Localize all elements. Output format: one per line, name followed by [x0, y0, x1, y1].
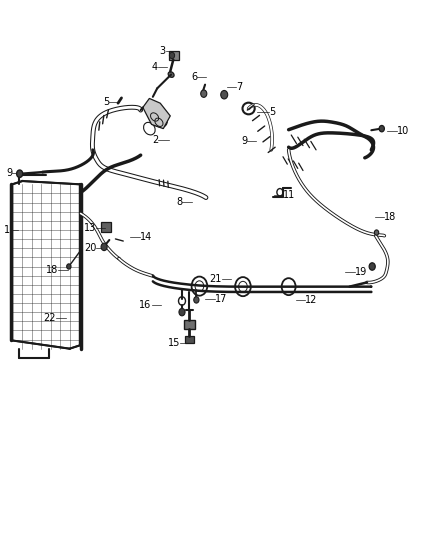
- Text: 11: 11: [283, 190, 296, 200]
- Circle shape: [17, 170, 23, 177]
- Circle shape: [369, 263, 375, 270]
- Polygon shape: [143, 99, 170, 128]
- Text: 10: 10: [396, 126, 409, 136]
- Bar: [170, 51, 179, 60]
- Text: 13: 13: [84, 223, 96, 233]
- Circle shape: [194, 297, 199, 303]
- Circle shape: [379, 125, 385, 132]
- Text: 7: 7: [237, 82, 243, 92]
- Bar: [102, 222, 111, 231]
- Text: 9: 9: [241, 136, 247, 147]
- Ellipse shape: [168, 72, 174, 77]
- Text: 5: 5: [269, 107, 276, 117]
- Text: 6: 6: [191, 72, 197, 82]
- Text: 21: 21: [209, 274, 222, 284]
- Bar: [184, 319, 194, 329]
- Circle shape: [101, 243, 107, 251]
- Text: 5: 5: [103, 97, 110, 107]
- Circle shape: [170, 52, 175, 59]
- Text: 19: 19: [355, 267, 367, 277]
- Text: 3: 3: [160, 46, 166, 56]
- Text: 9: 9: [6, 168, 12, 177]
- Text: 22: 22: [43, 313, 56, 323]
- Text: 2: 2: [152, 135, 158, 146]
- Circle shape: [67, 264, 71, 269]
- Circle shape: [374, 230, 379, 235]
- Text: 15: 15: [167, 338, 180, 348]
- Circle shape: [201, 90, 207, 98]
- Circle shape: [179, 309, 185, 316]
- Text: 16: 16: [139, 300, 152, 310]
- Text: 1: 1: [4, 225, 10, 236]
- Text: 17: 17: [215, 294, 227, 304]
- Text: 4: 4: [152, 62, 158, 72]
- Text: 14: 14: [140, 232, 152, 242]
- Text: 18: 18: [385, 212, 397, 222]
- Text: 18: 18: [46, 265, 58, 275]
- Circle shape: [221, 91, 228, 99]
- Ellipse shape: [149, 109, 167, 127]
- Text: 20: 20: [84, 243, 96, 253]
- Text: 12: 12: [305, 295, 318, 305]
- Text: 8: 8: [176, 197, 182, 207]
- Bar: [185, 336, 194, 343]
